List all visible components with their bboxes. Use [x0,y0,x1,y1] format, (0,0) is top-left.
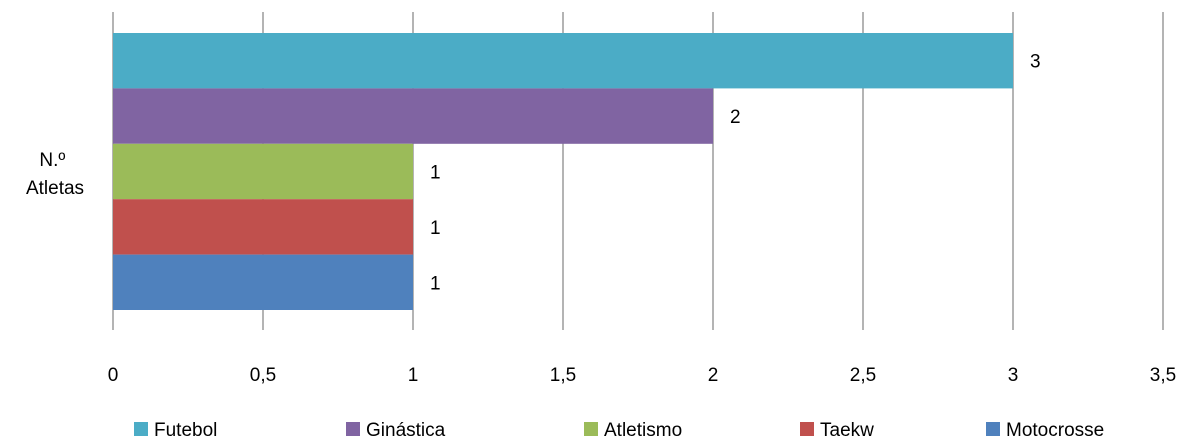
legend-label: Futebol [154,420,217,441]
legend-label: Motocrosse [1006,420,1104,441]
data-label: 1 [430,163,441,184]
x-tick-label: 0 [108,365,119,386]
x-tick-label: 1,5 [550,365,576,386]
x-tick-label: 2,5 [850,365,876,386]
legend-swatch [584,422,598,436]
bar-ginástica [113,88,713,144]
bar-taekw [113,199,413,255]
data-label: 1 [430,218,441,239]
data-label: 2 [730,107,741,128]
x-tick-label: 3 [1008,365,1019,386]
legend-label: Taekw [820,420,874,441]
bar-atletismo [113,143,413,200]
legend-swatch [800,422,814,436]
legend-swatch [986,422,1000,436]
bars [113,33,1013,310]
data-label: 1 [430,273,441,294]
legend: Futebol Ginástica Atletismo Taekw Motocrosse [134,420,1104,441]
legend-swatch [134,422,148,436]
bar-motocrosse [113,254,413,310]
x-tick-label: 1 [408,365,419,386]
bar-futebol [113,33,1013,89]
category-label-line-2: Atletas [26,178,84,199]
data-labels: 3 2 1 1 1 [430,52,1041,295]
legend-swatch [346,422,360,436]
x-axis-ticks: 0 0,5 1 1,5 2 2,5 3 3,5 [108,365,1177,386]
legend-label: Atletismo [604,420,682,441]
legend-label: Ginástica [366,420,446,441]
category-label: N.º Atletas [26,150,84,199]
x-tick-label: 0,5 [250,365,276,386]
x-tick-label: 3,5 [1150,365,1176,386]
x-tick-label: 2 [708,365,719,386]
data-label: 3 [1030,52,1041,73]
category-label-line-1: N.º [39,150,65,171]
